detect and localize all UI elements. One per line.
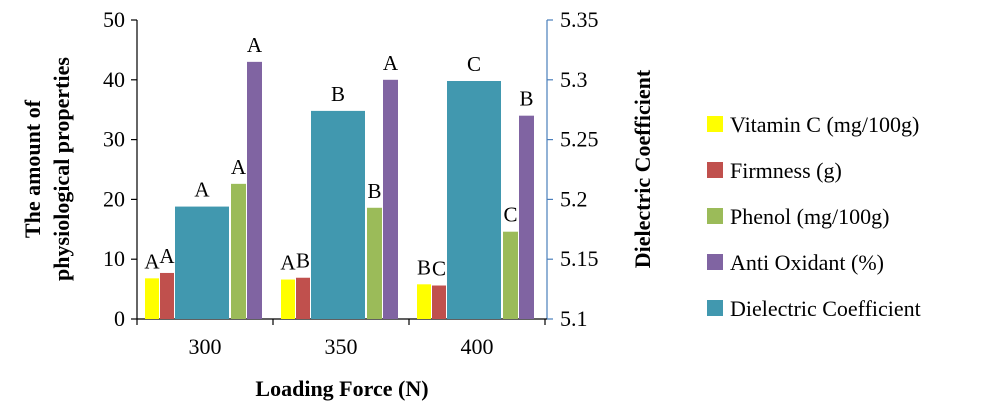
bar bbox=[503, 231, 518, 319]
legend-swatch bbox=[707, 254, 723, 270]
right-axis-tick-label: 5.25 bbox=[560, 127, 599, 152]
data-label: A bbox=[247, 33, 263, 57]
right-axis-title: Dielectric Coefficient bbox=[630, 69, 655, 268]
legend-label: Phenol (mg/100g) bbox=[730, 204, 890, 229]
left-axis-tick-label: 10 bbox=[103, 246, 125, 271]
data-label: A bbox=[383, 51, 399, 75]
legend-swatch bbox=[707, 208, 723, 224]
data-label: C bbox=[503, 203, 517, 227]
data-label: B bbox=[367, 179, 381, 203]
right-axis-tick-label: 5.35 bbox=[560, 7, 599, 32]
data-label: A bbox=[159, 244, 175, 268]
bar bbox=[311, 110, 365, 319]
legend-label: Firmness (g) bbox=[730, 158, 842, 183]
legend-label: Vitamin C (mg/100g) bbox=[730, 112, 919, 137]
bar bbox=[383, 79, 398, 319]
data-label: C bbox=[432, 257, 446, 281]
data-label: B bbox=[296, 249, 310, 273]
bar bbox=[417, 284, 431, 319]
bar bbox=[175, 206, 229, 319]
right-axis-tick-label: 5.1 bbox=[560, 306, 588, 331]
data-label: B bbox=[417, 255, 431, 279]
left-axis-tick-label: 50 bbox=[103, 7, 125, 32]
right-axis-tick-label: 5.3 bbox=[560, 67, 588, 92]
legend-label: Anti Oxidant (%) bbox=[730, 250, 884, 275]
bar bbox=[231, 183, 246, 319]
left-axis-tick-label: 20 bbox=[103, 186, 125, 211]
x-axis-tick-label: 350 bbox=[325, 334, 358, 359]
legend-label: Dielectric Coefficient bbox=[730, 296, 921, 321]
data-label: A bbox=[231, 155, 247, 179]
right-axis-tick-label: 5.2 bbox=[560, 186, 588, 211]
bar bbox=[247, 61, 262, 320]
bar bbox=[145, 278, 159, 319]
left-axis-tick-label: 40 bbox=[103, 67, 125, 92]
legend-swatch bbox=[707, 162, 723, 178]
data-label: C bbox=[467, 52, 481, 76]
bar bbox=[519, 115, 534, 320]
legend: Vitamin C (mg/100g) Firmness (g) Phenol (m… bbox=[707, 112, 921, 321]
data-label: A bbox=[194, 178, 210, 202]
data-label: B bbox=[519, 87, 533, 111]
right-axis-tick-label: 5.15 bbox=[560, 246, 599, 271]
legend-swatch bbox=[707, 300, 723, 316]
data-label: B bbox=[331, 82, 345, 106]
left-axis-title-line: The amount of bbox=[20, 99, 45, 238]
left-axis-tick-label: 30 bbox=[103, 127, 125, 152]
bar bbox=[367, 207, 382, 319]
data-label: A bbox=[144, 249, 160, 273]
x-axis-tick-label: 300 bbox=[189, 334, 222, 359]
legend-swatch bbox=[707, 116, 723, 132]
data-label: A bbox=[280, 251, 296, 275]
left-axis-title-line: physiological properties bbox=[49, 57, 74, 281]
left-axis-tick-label: 0 bbox=[114, 306, 125, 331]
bar bbox=[432, 285, 446, 319]
x-axis-title: Loading Force (N) bbox=[255, 376, 428, 401]
x-axis-tick-label: 400 bbox=[461, 334, 494, 359]
plot-area: 0 10 20 30 40 50 5.1 5.15 5.2 5.25 5.3 5.35 300 350 40… bbox=[20, 7, 655, 401]
bar bbox=[296, 277, 310, 319]
bar bbox=[160, 272, 174, 319]
bar bbox=[281, 279, 295, 319]
bar bbox=[447, 80, 501, 319]
